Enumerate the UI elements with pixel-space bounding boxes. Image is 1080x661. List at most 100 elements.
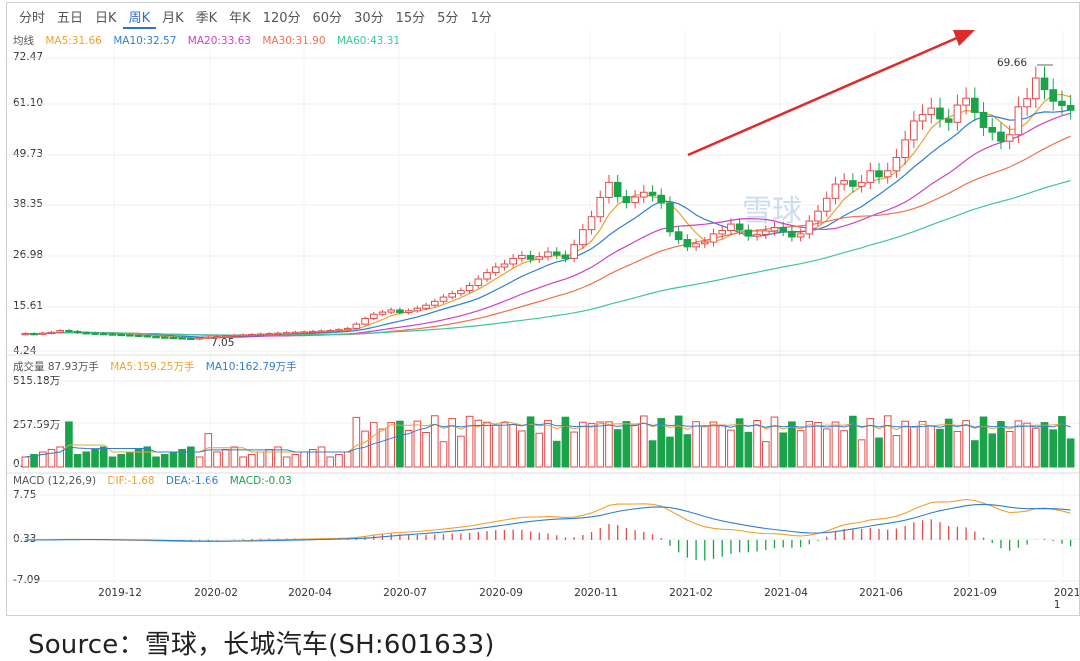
ma30-line <box>25 135 1071 336</box>
candle-body <box>692 243 700 248</box>
candle-body <box>256 333 265 336</box>
candle-body <box>822 197 831 212</box>
volume-bar <box>700 425 709 468</box>
candle-body <box>857 181 866 187</box>
candle-body <box>744 229 753 237</box>
ma60-line <box>25 179 1071 336</box>
candle-body <box>361 318 369 325</box>
tab-分时[interactable]: 分时 <box>19 11 46 26</box>
volume-bar <box>91 448 99 468</box>
candle-body <box>718 230 727 235</box>
volume-bar <box>753 419 761 468</box>
candle-body <box>997 131 1005 142</box>
candle-body <box>369 313 378 320</box>
candle-body <box>1014 106 1023 136</box>
candle-body <box>1058 100 1066 107</box>
candle-body <box>1040 77 1049 91</box>
volume-bar <box>108 456 117 468</box>
tab-1分[interactable]: 1分 <box>470 11 492 26</box>
candle-body <box>282 332 291 335</box>
ma20-legend: MA20:33.63 <box>187 35 251 47</box>
macd-value-legend: MACD:-0.03 <box>229 475 292 487</box>
candle-body <box>1031 77 1040 100</box>
candle-body <box>883 170 892 178</box>
volume-bar <box>352 416 361 468</box>
volume-bar <box>683 434 692 468</box>
tab-月K[interactable]: 月K <box>162 11 184 26</box>
volume-bar <box>962 420 970 468</box>
candle-body <box>448 293 456 298</box>
candle-body <box>953 104 962 123</box>
price-tick-4: 26.98 <box>13 249 44 261</box>
volume-bar <box>805 420 814 468</box>
candle-body <box>274 332 282 335</box>
dea-legend: DEA:-1.66 <box>165 475 219 487</box>
volume-bar <box>248 453 256 468</box>
candle-body <box>814 210 822 222</box>
volume-bar <box>256 451 265 468</box>
candle-body <box>657 194 666 204</box>
volume-bar <box>413 420 422 468</box>
volume-bar <box>422 432 430 468</box>
macd-legend-title: MACD (12,26,9) <box>13 475 97 487</box>
candle-body <box>99 333 108 336</box>
candle-body <box>927 107 936 116</box>
volume-bar <box>99 446 108 468</box>
candle-body <box>413 307 422 312</box>
tab-15分[interactable]: 15分 <box>395 11 426 26</box>
source-caption: Source：雪球，长城汽车(SH:601633) <box>28 630 495 660</box>
volume-bar <box>343 451 352 468</box>
volume-bar <box>308 448 317 468</box>
candle-body <box>308 330 317 334</box>
volume-bar <box>117 453 125 468</box>
tab-日K[interactable]: 日K <box>95 11 117 26</box>
volume-bar <box>709 421 718 468</box>
tab-5分[interactable]: 5分 <box>437 11 459 26</box>
volume-bar <box>457 435 465 468</box>
candle-body <box>648 191 657 196</box>
candle-body <box>178 337 186 340</box>
candle-body <box>474 278 483 286</box>
candle-body <box>239 334 247 337</box>
candle-body <box>579 229 587 246</box>
volume-bar <box>143 446 152 468</box>
volume-bar <box>65 421 73 468</box>
volume-bar <box>160 453 169 468</box>
tab-120分[interactable]: 120分 <box>262 11 301 26</box>
volume-bar <box>988 433 997 468</box>
price-tick-0: 72.47 <box>13 51 44 63</box>
candle-body <box>700 241 709 245</box>
volume-bar <box>727 429 735 468</box>
volume-bar <box>465 415 474 468</box>
vol-ma10-legend: MA10:162.79万手 <box>205 361 297 373</box>
candle-body <box>169 336 178 340</box>
volume-bar <box>1014 420 1023 468</box>
candle-body <box>230 334 239 337</box>
tab-五日[interactable]: 五日 <box>57 11 84 26</box>
tab-30分[interactable]: 30分 <box>354 11 384 26</box>
candle-body <box>91 332 99 335</box>
volume-bar <box>605 421 613 468</box>
candle-body <box>840 180 848 185</box>
volume-bar <box>195 456 204 468</box>
ma-legend: 均线 MA5:31.66 MA10:32.57 MA20:33.63 MA30:… <box>13 33 408 48</box>
volume-bar <box>971 440 979 468</box>
tab-60分[interactable]: 60分 <box>312 11 343 26</box>
volume-bar <box>361 430 369 468</box>
volume-bar <box>883 415 892 468</box>
candle-body <box>491 266 500 274</box>
volume-bar <box>822 428 831 468</box>
candle-body <box>910 120 918 141</box>
candle-body <box>335 329 343 332</box>
candle-body <box>300 331 308 334</box>
tab-年K[interactable]: 年K <box>229 11 251 26</box>
candle-body <box>971 97 979 113</box>
tab-季K[interactable]: 季K <box>195 11 218 26</box>
volume-bar <box>692 421 700 468</box>
volume-bar <box>126 451 134 468</box>
trend-arrow-shaft <box>687 35 960 157</box>
candle-body <box>82 332 91 335</box>
tab-周K[interactable]: 周K <box>122 9 157 29</box>
candle-body <box>631 196 639 204</box>
candle-body <box>535 256 544 260</box>
